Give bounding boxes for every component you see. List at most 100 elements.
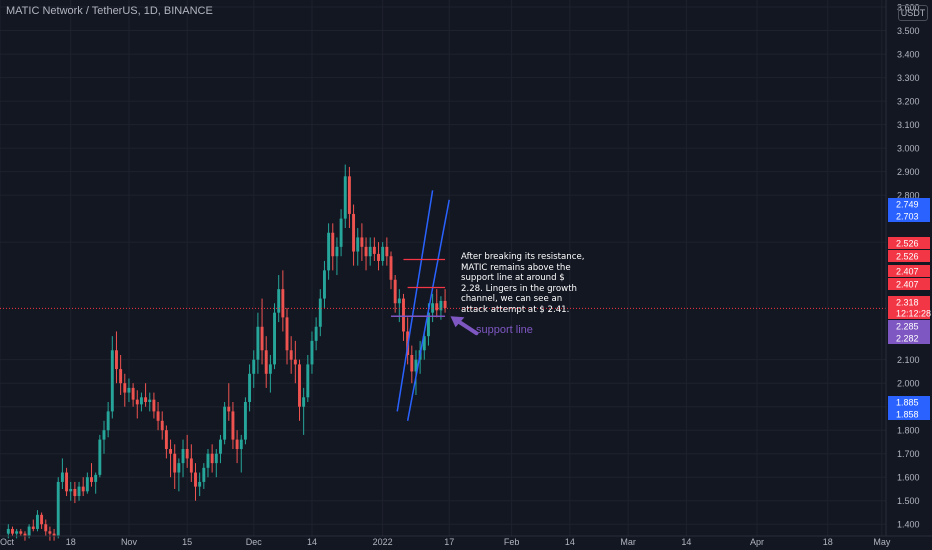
time-tick-label: May: [873, 537, 891, 547]
price-label-tag: [888, 265, 930, 277]
candle-body: [210, 453, 214, 464]
price-label-tag: [888, 307, 930, 319]
candle-body: [389, 256, 393, 280]
candle-body: [139, 397, 143, 405]
price-tick-label: 3.200: [897, 97, 920, 107]
price-tick-label: 2.900: [897, 167, 920, 177]
channel-lower-line: [406, 199, 450, 421]
candle-body: [185, 449, 189, 459]
price-tick-label: 2.000: [897, 379, 920, 389]
candle-body: [60, 472, 64, 482]
candle-body: [194, 472, 197, 487]
candle-body: [85, 477, 89, 492]
candle-body: [285, 317, 289, 351]
price-label-text: 1.885: [896, 398, 919, 408]
candle-body: [435, 303, 439, 311]
candle-body: [77, 486, 81, 497]
candle-body: [227, 406, 231, 412]
candle-body: [235, 439, 239, 450]
candle-body: [98, 439, 102, 475]
price-label-text: 2.318: [896, 298, 919, 308]
candle-body: [239, 439, 243, 450]
channel-upper-line: [396, 190, 434, 412]
price-label-tag: [888, 296, 930, 308]
candle-body: [277, 289, 281, 313]
candle-body: [177, 463, 181, 473]
price-label-tag: [888, 332, 930, 344]
candle-body: [127, 387, 131, 393]
price-tick-label: 3.400: [897, 50, 920, 60]
price-label-tag: [888, 408, 930, 420]
candle-body: [169, 449, 173, 454]
candle-body: [426, 312, 430, 337]
candle-body: [48, 531, 52, 534]
time-tick-label: Dec: [246, 537, 263, 547]
price-label-text: 2.282: [896, 334, 919, 344]
price-label-text: 2.285: [896, 322, 919, 332]
candle-body: [422, 336, 426, 351]
candle-body: [248, 373, 252, 402]
candle-body: [65, 472, 69, 492]
price-axis-labels: 2.749 2.703 2.526 2.526 2.407 2.407 2.31812:12…: [888, 198, 931, 420]
price-label-text: 2.749: [896, 200, 919, 210]
candle-body: [393, 279, 397, 304]
price-tick-label: 1.400: [897, 520, 920, 530]
candle-body: [310, 340, 314, 365]
candle-body: [69, 488, 73, 492]
price-label-tag: [888, 250, 930, 262]
candle-body: [322, 270, 326, 299]
candle-body: [56, 481, 60, 536]
price-label-tag: [888, 320, 930, 332]
candle-body: [223, 406, 227, 440]
candle-body: [40, 514, 44, 525]
candle-body: [119, 369, 123, 384]
candle-body: [356, 237, 360, 252]
candle-body: [23, 533, 27, 536]
candle-body: [443, 300, 447, 308]
time-axis[interactable]: Oct 18 Nov 15 Dec 14 2022 17 Feb 14 Mar 14 Apr 18 May: [0, 537, 891, 547]
chart-grid: [0, 0, 886, 536]
candle-body: [164, 430, 168, 450]
time-tick-label: Feb: [504, 537, 520, 547]
price-label-text: 12:12:28: [896, 309, 931, 319]
drawing-layer: [0, 190, 886, 421]
candle-body: [298, 364, 301, 407]
candle-body: [314, 326, 318, 341]
candle-body: [243, 402, 247, 440]
time-tick-label: 14: [681, 537, 691, 547]
candle-body: [281, 289, 285, 318]
candle-body: [377, 253, 380, 261]
candle-body: [293, 359, 297, 365]
candle-body: [219, 439, 222, 454]
candlestick-series: [6, 164, 447, 541]
idea-annotation: After breaking its resistance, MATIC rem…: [461, 252, 585, 315]
currency-button[interactable]: USDT: [898, 5, 928, 21]
candle-body: [302, 397, 306, 407]
candle-body: [260, 326, 264, 351]
candle-body: [31, 526, 35, 529]
candle-body: [106, 411, 110, 431]
candle-body: [347, 176, 351, 214]
candle-body: [331, 232, 335, 257]
time-tick-label: Oct: [0, 537, 15, 547]
candle-body: [385, 246, 389, 257]
candle-body: [148, 399, 152, 402]
candle-body: [206, 453, 210, 468]
price-tick-label: 3.000: [897, 144, 920, 154]
candle-body: [273, 312, 276, 365]
price-label-tag: [888, 198, 930, 210]
candle-body: [115, 350, 118, 370]
price-tick-label: 1.500: [897, 496, 920, 506]
time-tick-label: 18: [823, 537, 833, 547]
candle-body: [264, 350, 268, 374]
time-tick-label: Apr: [750, 537, 764, 547]
symbol-title[interactable]: MATIC Network / TetherUS, 1D, BINANCE: [6, 5, 213, 17]
candle-body: [372, 246, 376, 254]
candle-body: [306, 364, 310, 398]
support-arrow-head: [450, 316, 465, 328]
candle-body: [397, 298, 401, 304]
candle-body: [19, 531, 23, 534]
candle-body: [198, 481, 202, 487]
